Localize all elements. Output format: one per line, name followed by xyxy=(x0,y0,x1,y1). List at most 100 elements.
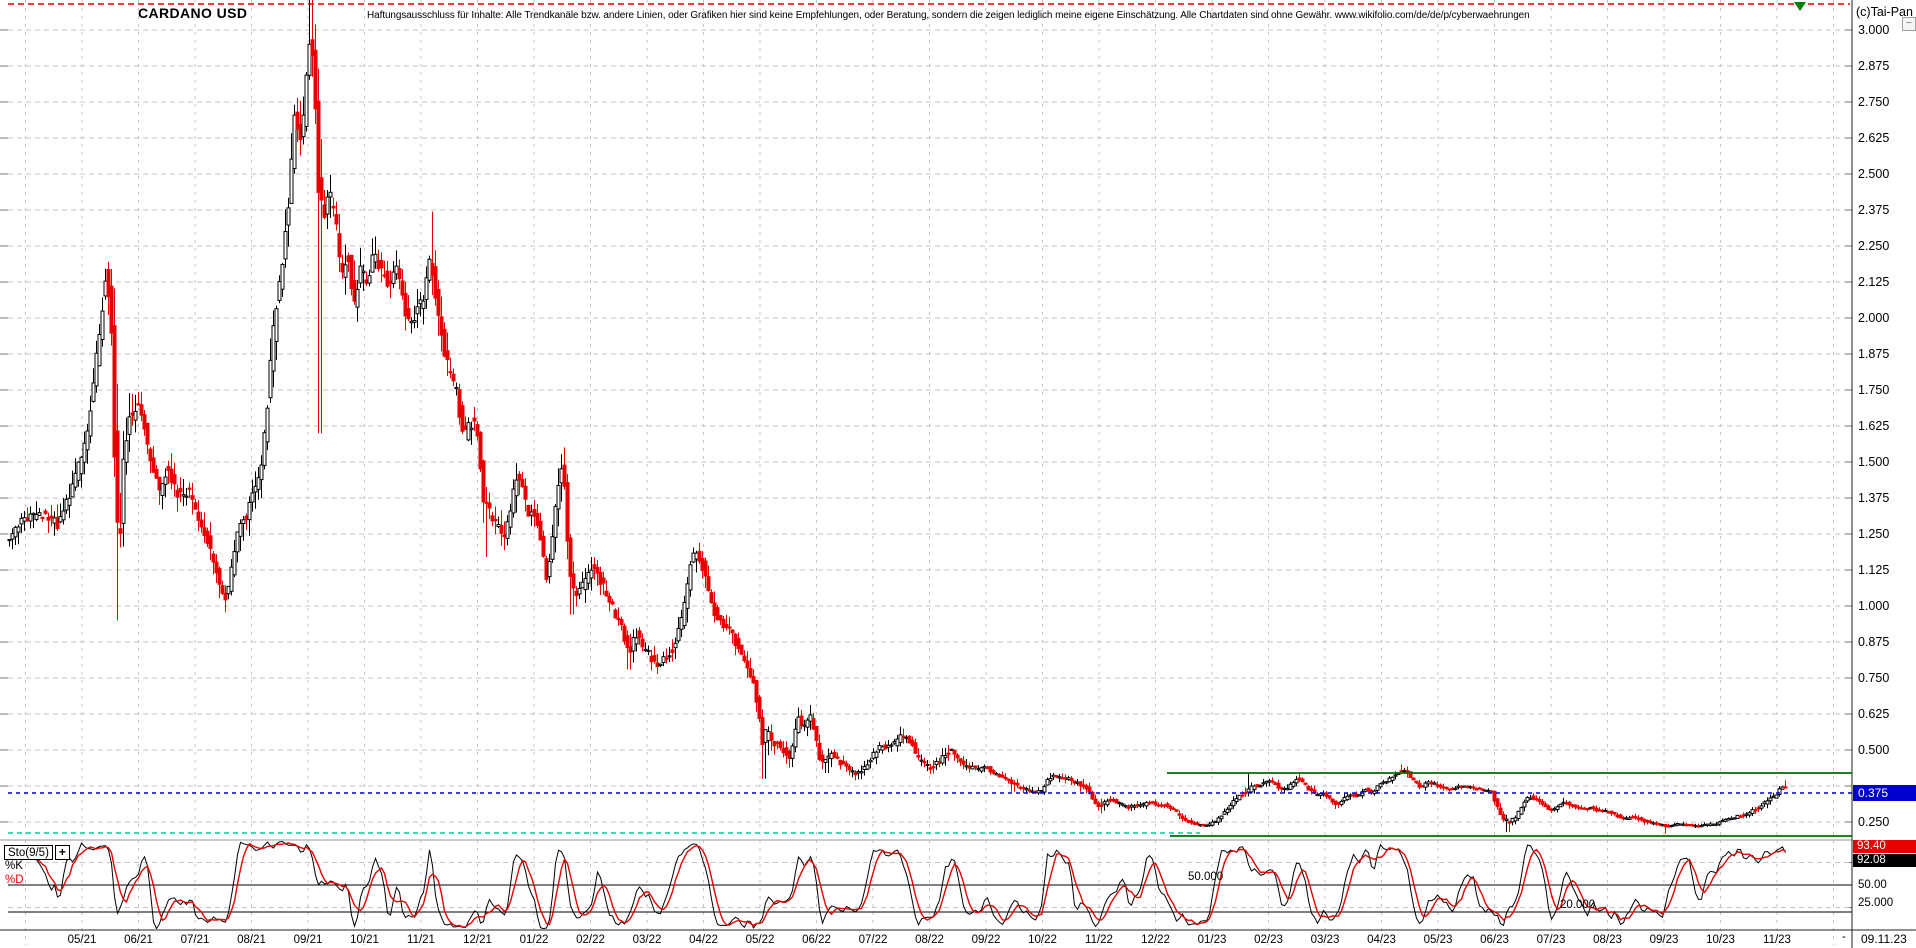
candle-body xyxy=(115,430,120,523)
candle-body xyxy=(1003,776,1008,780)
indicator-add-icon[interactable]: + xyxy=(54,845,70,860)
candle-body xyxy=(526,504,531,517)
month-label: 03/23 xyxy=(1311,934,1340,946)
candle-body xyxy=(562,464,567,487)
vertical-gridlines xyxy=(25,0,1834,945)
candle-body xyxy=(571,573,576,589)
candle-body xyxy=(247,501,252,521)
candle-body xyxy=(127,416,132,435)
candle-body xyxy=(1180,815,1185,819)
candle-body xyxy=(1219,815,1224,820)
candle-body xyxy=(1117,802,1122,805)
candle-body xyxy=(745,660,750,669)
candle-body xyxy=(550,536,555,560)
candle-body xyxy=(1114,799,1119,804)
candle-body xyxy=(1546,805,1551,810)
month-label: 04/22 xyxy=(689,934,718,946)
price-axis-label: 1.000 xyxy=(1858,599,1889,613)
candle-body xyxy=(313,49,318,110)
price-axis-label: 2.625 xyxy=(1858,131,1889,145)
candle-body xyxy=(385,270,390,287)
price-axis-label: 1.500 xyxy=(1858,455,1889,469)
candle-body xyxy=(79,456,84,475)
month-label: 05/23 xyxy=(1424,934,1453,946)
candle-body xyxy=(1444,786,1449,790)
month-label: 10/21 xyxy=(350,934,379,946)
month-label: 04/23 xyxy=(1367,934,1396,946)
candle-body xyxy=(487,502,492,509)
month-label: 11/22 xyxy=(1085,934,1113,946)
candle-body xyxy=(1480,788,1485,791)
candle-body xyxy=(70,483,75,498)
month-label: 10/23 xyxy=(1706,934,1735,946)
candle-body xyxy=(646,649,651,653)
candle-body xyxy=(835,756,840,759)
candle-body xyxy=(1414,780,1419,784)
candle-body xyxy=(1099,804,1104,807)
candle-body xyxy=(190,495,195,500)
candle-body xyxy=(145,422,150,445)
candle-body xyxy=(607,595,612,603)
candle-body xyxy=(640,638,645,648)
candle-body xyxy=(778,741,783,749)
candle-body xyxy=(316,100,321,193)
candle-body xyxy=(508,510,513,528)
candle-body xyxy=(187,487,192,490)
candle-body xyxy=(1573,804,1578,808)
month-label: 09/21 xyxy=(294,934,323,946)
candle-body xyxy=(1408,771,1413,779)
candle-body xyxy=(1759,805,1764,809)
candle-body xyxy=(1519,807,1524,815)
candle-body xyxy=(472,417,477,422)
candle-body xyxy=(343,264,348,278)
candle-body xyxy=(847,766,852,771)
candle-body xyxy=(1195,822,1200,825)
candle-body xyxy=(172,473,177,485)
last-date-label: 09.11.23 xyxy=(1861,932,1907,946)
collapse-axis-icon[interactable]: − xyxy=(1902,17,1916,31)
candle-body xyxy=(916,755,921,758)
candle-body xyxy=(538,520,543,541)
candle-body xyxy=(952,749,957,755)
candle-body xyxy=(592,564,597,570)
candle-body xyxy=(94,352,99,387)
candle-body xyxy=(406,308,411,320)
candle-body xyxy=(1300,778,1305,783)
candle-body xyxy=(514,479,519,497)
candle-body xyxy=(415,306,420,315)
candle-body xyxy=(1045,779,1050,786)
candle-body xyxy=(1132,805,1137,808)
candle-body xyxy=(1375,785,1380,791)
candle-body xyxy=(1123,805,1128,808)
candle-body xyxy=(991,770,996,774)
candle-body xyxy=(1078,781,1083,787)
candle-body xyxy=(1522,801,1527,808)
candle-body xyxy=(367,275,372,284)
candle-body xyxy=(160,482,165,496)
candle-body xyxy=(100,310,105,341)
candle-body xyxy=(325,196,330,215)
candle-body xyxy=(334,213,339,225)
candle-body xyxy=(112,325,117,458)
candle-body xyxy=(85,430,90,451)
month-label: 01/22 xyxy=(520,934,549,946)
candle-body xyxy=(1258,785,1263,788)
candle-body xyxy=(490,515,495,522)
candle-body xyxy=(1069,777,1074,782)
candle-body xyxy=(1753,809,1758,812)
candle-body xyxy=(421,300,426,310)
indicator-name-box[interactable]: Sto(9/5) xyxy=(4,845,53,860)
candle-body xyxy=(337,233,342,258)
candle-body xyxy=(34,514,39,521)
candle-body xyxy=(1291,781,1296,787)
candle-body xyxy=(328,191,333,198)
horizontal-gridlines xyxy=(8,29,1852,823)
candle-body xyxy=(898,734,903,743)
month-label: 07/23 xyxy=(1537,934,1566,946)
candle-body xyxy=(469,427,474,431)
candle-body xyxy=(703,560,708,577)
candle-body xyxy=(166,466,171,471)
candle-body xyxy=(1240,794,1245,797)
candle-body xyxy=(790,745,795,759)
candle-body xyxy=(622,625,627,642)
